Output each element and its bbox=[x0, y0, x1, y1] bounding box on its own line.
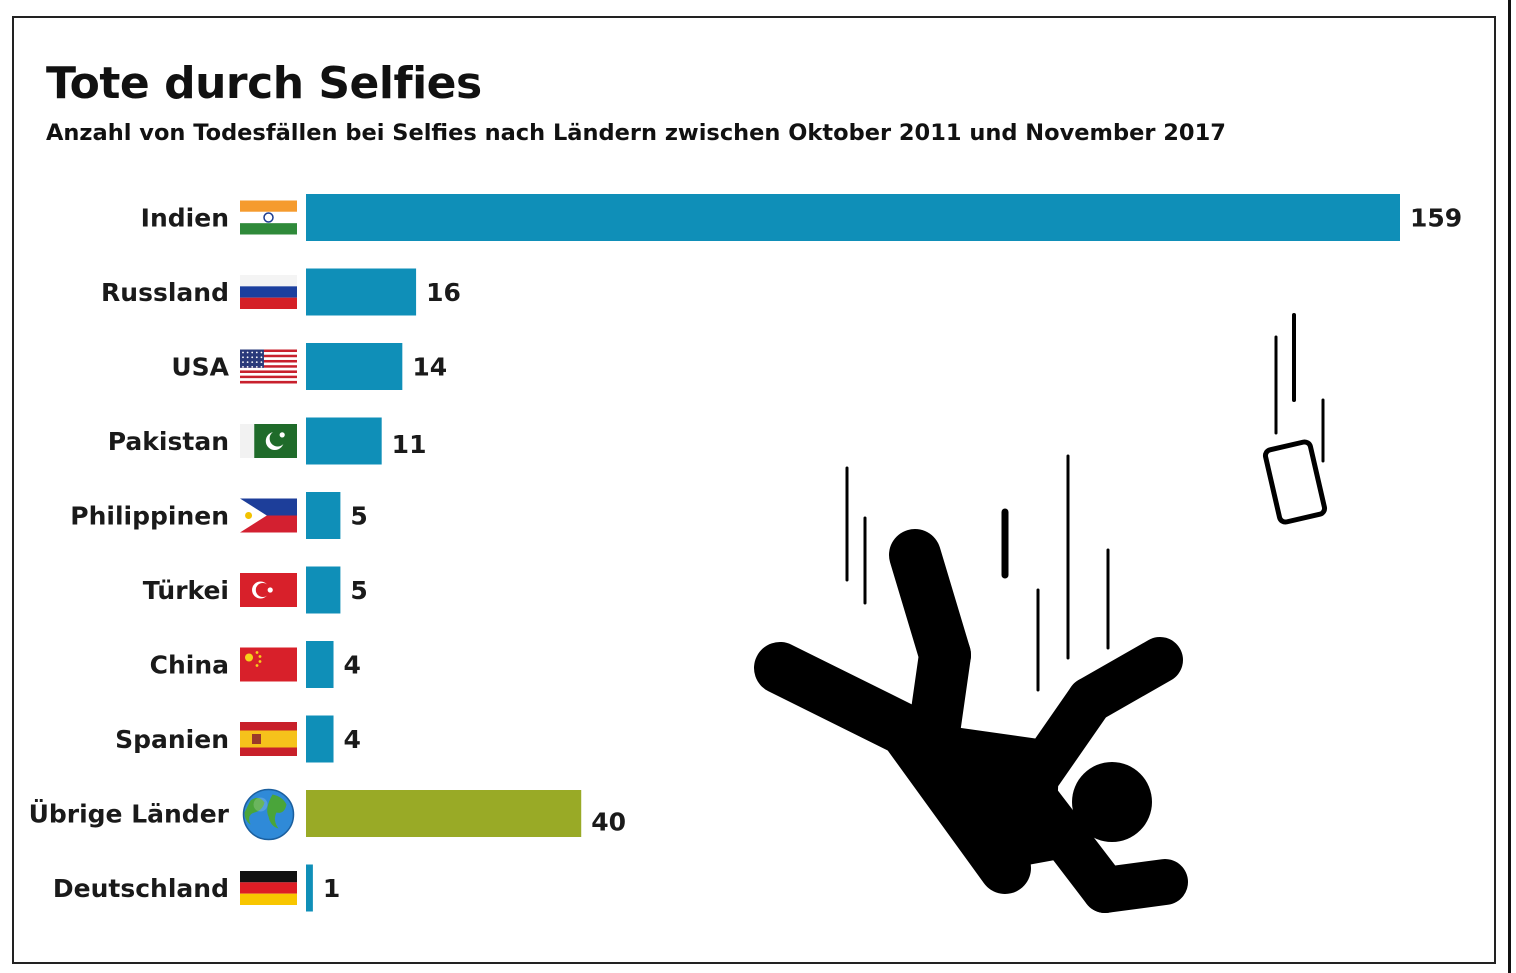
smartphone-icon bbox=[1262, 439, 1328, 525]
category-label: Übrige Länder bbox=[29, 799, 230, 829]
category-label: China bbox=[150, 651, 229, 680]
category-label: Philippinen bbox=[70, 502, 229, 531]
value-label: 4 bbox=[344, 651, 361, 680]
bar bbox=[306, 417, 382, 465]
bar bbox=[306, 715, 334, 763]
value-label: 1 bbox=[323, 874, 340, 903]
value-label: 4 bbox=[344, 725, 361, 754]
value-label: 11 bbox=[392, 430, 427, 459]
value-label: 159 bbox=[1410, 204, 1462, 233]
bar bbox=[306, 566, 341, 614]
bar bbox=[306, 641, 334, 688]
bar bbox=[306, 864, 313, 912]
category-label: Russland bbox=[101, 278, 229, 307]
chart-title: Tote durch Selfies bbox=[46, 58, 482, 109]
value-label: 14 bbox=[412, 353, 447, 382]
page-edge-line bbox=[1508, 0, 1511, 973]
category-label: Deutschland bbox=[53, 874, 229, 903]
value-label: 5 bbox=[350, 502, 367, 531]
bar bbox=[306, 492, 341, 539]
falling-person-icon bbox=[754, 313, 1325, 913]
flag-pakistan-icon bbox=[240, 424, 297, 458]
bar bbox=[306, 194, 1400, 241]
value-label: 5 bbox=[350, 576, 367, 605]
flag-china-icon bbox=[240, 647, 297, 682]
flag-usa-icon bbox=[240, 349, 297, 384]
flag-germany-icon bbox=[240, 871, 297, 905]
category-label: Spanien bbox=[115, 725, 229, 754]
category-label: Indien bbox=[141, 204, 229, 233]
flag-spain-icon bbox=[240, 722, 297, 756]
chart-subtitle: Anzahl von Todesfällen bei Selfies nach … bbox=[46, 120, 1226, 146]
category-label: USA bbox=[171, 353, 229, 382]
bar bbox=[306, 790, 582, 837]
flag-russia-icon bbox=[240, 275, 297, 309]
bar bbox=[306, 343, 403, 390]
globe-icon bbox=[242, 788, 295, 841]
value-label: 40 bbox=[591, 808, 626, 837]
value-label: 16 bbox=[426, 278, 461, 307]
flag-india-icon bbox=[240, 200, 297, 235]
category-label: Pakistan bbox=[108, 427, 229, 456]
flag-philippines-icon bbox=[240, 498, 297, 533]
flag-turkey-icon bbox=[240, 573, 297, 607]
bar bbox=[306, 268, 417, 316]
category-label: Türkei bbox=[143, 576, 229, 605]
